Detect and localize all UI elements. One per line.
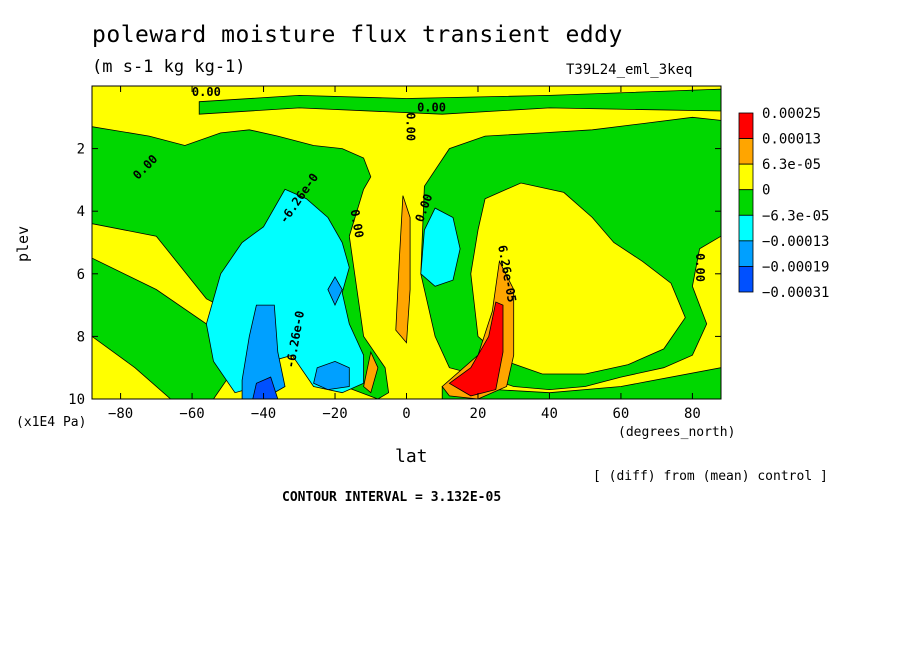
colorbar-swatch <box>738 163 754 191</box>
contour-label: 0.00 <box>417 100 446 114</box>
contour-region-green-5 <box>441 367 721 399</box>
y-tick-label: 4 <box>77 204 85 220</box>
x-tick-label: 60 <box>613 406 630 422</box>
x-tick-label: −40 <box>251 406 276 422</box>
chart-units: (m s-1 kg kg-1) <box>92 57 246 77</box>
y-tick-label: 8 <box>77 329 85 345</box>
colorbar-swatch <box>738 189 754 216</box>
chart-title: poleward moisture flux transient eddy <box>92 22 623 48</box>
contour-label: 0.00 <box>404 112 418 141</box>
contour-region-yellow-4 <box>470 182 686 375</box>
colorbar-label: 6.3e-05 <box>762 157 821 173</box>
x-unit-label: (degrees_north) <box>618 425 736 440</box>
contour-regions <box>92 88 721 399</box>
contour-label: 0.00 <box>693 253 707 282</box>
contour-region-green-1 <box>92 257 236 399</box>
y-tick-label: 6 <box>77 267 85 283</box>
x-tick-label: −20 <box>322 406 347 422</box>
contour-region-blue-10 <box>327 276 343 307</box>
y-unit-label: (x1E4 Pa) <box>16 415 87 430</box>
x-tick-label: 80 <box>684 406 701 422</box>
colorbar-swatch <box>738 266 754 293</box>
colorbar: 0.00025 0.00013 6.3e-05 0 −6.3e-05 −0.00013 −0… <box>738 106 829 301</box>
contour-region-deep-blue-11 <box>252 376 279 399</box>
colorbar-label: −6.3e-05 <box>762 208 829 224</box>
colorbar-label: 0 <box>762 183 770 199</box>
contour-interval-label: CONTOUR INTERVAL = 3.132E-05 <box>282 490 502 505</box>
diff-note: [ (diff) from (mean) control ] <box>593 469 828 484</box>
colorbar-swatch <box>738 214 754 242</box>
contour-label: 0.00 <box>192 85 221 99</box>
y-tick-label: 10 <box>68 392 85 408</box>
contour-label: 0.00 <box>348 208 367 239</box>
colorbar-label: −0.00019 <box>762 259 829 275</box>
colorbar-label: −0.00013 <box>762 234 829 250</box>
colorbar-swatch <box>738 240 754 267</box>
x-tick-label: 20 <box>470 406 487 422</box>
contour-region-orange-13 <box>363 350 379 394</box>
colorbar-swatch <box>738 112 754 139</box>
x-tick-label: 40 <box>541 406 558 422</box>
x-tick-label: −60 <box>179 406 204 422</box>
axis-ticks: −80 −60 −40 −20 0 20 40 60 80 2 4 6 8 10 <box>68 86 721 422</box>
contour-region-cyan-7 <box>420 207 461 287</box>
colorbar-label: 0.00025 <box>762 106 821 122</box>
colorbar-label: −0.00031 <box>762 285 829 301</box>
y-tick-label: 2 <box>77 142 85 158</box>
x-tick-label: −80 <box>108 406 133 422</box>
contour-region-orange-12 <box>395 195 411 344</box>
contour-region-green-2 <box>198 88 721 115</box>
plot-area: 0.000.000.000.000.00 0.000.00-6.26e-0-6.2… <box>91 85 722 400</box>
colorbar-swatch <box>738 138 754 165</box>
run-label: T39L24_eml_3keq <box>566 62 693 78</box>
contour-region-blue-8 <box>241 304 286 399</box>
colorbar-label: 0.00013 <box>762 132 821 148</box>
x-tick-label: 0 <box>402 406 410 422</box>
contour-region-blue-9 <box>313 360 350 391</box>
contour-region-red-15 <box>448 301 504 397</box>
x-axis-label: lat <box>395 446 428 467</box>
